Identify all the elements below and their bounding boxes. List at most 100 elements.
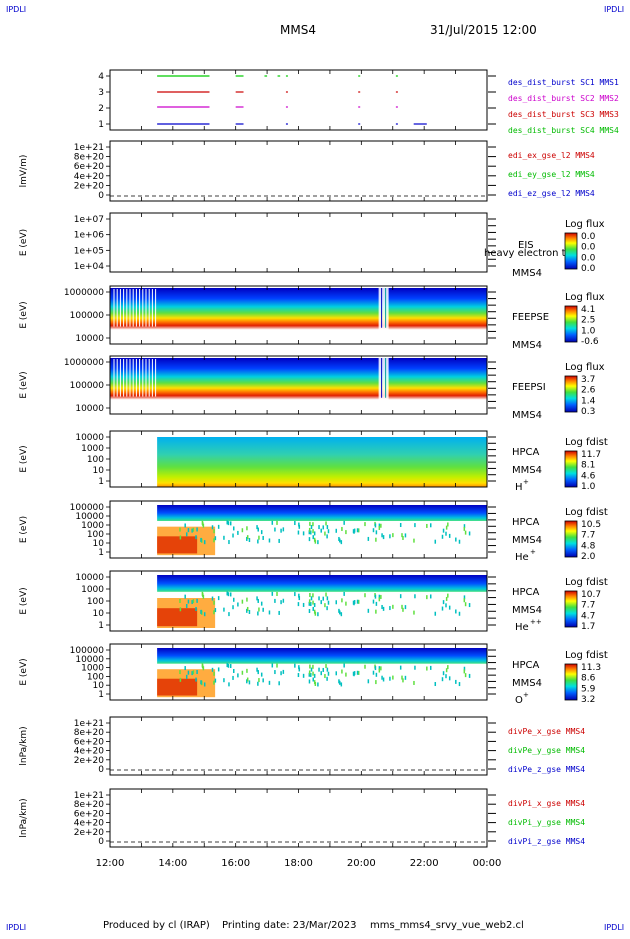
- sparse-data-pixel: [233, 668, 235, 673]
- colorbar-tick-label: 1.7: [581, 622, 595, 632]
- sparse-data-pixel: [434, 611, 437, 616]
- sparse-data-pixel: [312, 522, 314, 527]
- y-tick-label: 1: [98, 120, 104, 130]
- sparse-data-pixel: [378, 594, 381, 599]
- legend-entry: des_dist_burst SC3 MMS3: [508, 110, 619, 119]
- colorbar: [564, 590, 578, 628]
- sparse-data-pixel: [382, 535, 385, 540]
- y-tick-label: 1e+21: [74, 719, 104, 729]
- sparse-data-pixel: [314, 681, 317, 686]
- sparse-data-pixel: [213, 610, 215, 615]
- sparse-data-pixel: [327, 600, 330, 605]
- sparse-data-pixel: [429, 594, 432, 599]
- colorbar-tick-label: 2.5: [581, 316, 595, 326]
- y-tick-label: 8e+20: [74, 153, 105, 163]
- colorbar-tick-label: 4.6: [581, 471, 596, 481]
- sparse-data-pixel: [196, 527, 198, 532]
- colorbar: [564, 520, 578, 558]
- colorbar-tick-label: 1.0: [581, 326, 596, 336]
- sparse-data-pixel: [211, 525, 214, 530]
- y-tick-label: 8e+20: [74, 800, 105, 810]
- sparse-data-pixel: [246, 679, 248, 684]
- sparse-data-pixel: [341, 669, 343, 674]
- y-tick-label: 6e+20: [74, 809, 105, 819]
- sparse-data-pixel: [308, 599, 311, 604]
- sparse-data-pixel: [404, 675, 407, 680]
- sparse-data-pixel: [233, 526, 235, 531]
- sparse-data-pixel: [184, 523, 186, 528]
- sparse-data-pixel: [414, 594, 416, 599]
- sparse-data-pixel: [227, 521, 230, 526]
- sparse-data-pixel: [211, 667, 214, 672]
- sparse-data-pixel: [357, 599, 360, 604]
- sparse-data-pixel: [356, 599, 359, 604]
- sparse-data-pixel: [380, 523, 382, 528]
- sparse-data-pixel: [325, 521, 327, 526]
- sparse-data-pixel: [463, 666, 466, 671]
- legend-entry: edi_ez_gse_l2 MMS4: [508, 189, 595, 198]
- plot-datetime: 31/Jul/2015 12:00: [430, 23, 537, 37]
- sparse-data-pixel: [312, 600, 314, 605]
- y-tick-label: 10000: [75, 334, 104, 344]
- sparse-data-pixel: [402, 607, 404, 612]
- y-tick-label: 1000000: [64, 288, 104, 298]
- colorbar-tick-label: 7.7: [581, 601, 595, 611]
- sparse-data-pixel: [298, 593, 300, 598]
- sparse-data-pixel: [257, 670, 259, 675]
- y-tick-label: 10000: [75, 433, 104, 443]
- panel-frame: [109, 69, 488, 131]
- colorbar-title: Log flux: [565, 219, 605, 230]
- sparse-data-pixel: [367, 679, 370, 684]
- sparse-data-pixel: [324, 531, 326, 536]
- sparse-data-pixel: [257, 527, 259, 532]
- panel-frame: [109, 716, 488, 776]
- sparse-data-pixel: [458, 539, 461, 544]
- colorbar-tick-label: 7.7: [581, 531, 595, 541]
- sparse-data-pixel: [223, 678, 225, 683]
- sparse-data-pixel: [312, 529, 314, 534]
- instrument-name: HPCA: [512, 660, 540, 671]
- sparse-data-pixel: [402, 678, 404, 683]
- sparse-data-pixel: [213, 538, 215, 543]
- y-axis-label: lmV/m): [19, 155, 29, 188]
- sparse-data-pixel: [191, 600, 193, 605]
- sparse-data-pixel: [401, 675, 403, 680]
- sparse-data-pixel: [308, 601, 311, 606]
- ipdli-logo-bottom-left: IPDLI: [6, 923, 26, 932]
- footer-produced-by: Produced by cl (IRAP): [103, 920, 210, 931]
- colorbar-title: Log fdist: [565, 577, 608, 588]
- sparse-data-pixel: [338, 608, 340, 613]
- colorbar-tick-label: 0.0: [581, 264, 596, 274]
- sparse-data-pixel: [260, 601, 263, 606]
- sparse-data-pixel: [382, 606, 385, 611]
- instrument-spacecraft: MMS4: [512, 465, 542, 476]
- colorbar-title: Log fdist: [565, 507, 608, 518]
- sparse-data-pixel: [310, 602, 312, 607]
- sparse-data-pixel: [335, 528, 338, 533]
- sparse-data-pixel: [185, 532, 188, 537]
- sparse-data-pixel: [297, 673, 300, 678]
- y-tick-label: 1000: [81, 664, 104, 674]
- sparse-data-pixel: [226, 591, 228, 596]
- sparse-data-pixel: [195, 535, 197, 540]
- sparse-data-pixel: [229, 592, 232, 597]
- species-charge: +: [530, 548, 536, 556]
- sparse-data-pixel: [392, 675, 394, 680]
- y-tick-label: 1: [98, 548, 104, 558]
- sparse-data-pixel: [326, 667, 329, 672]
- y-tick-label: 1000: [81, 444, 104, 454]
- sparse-data-pixel: [280, 528, 282, 533]
- sparse-data-pixel: [468, 673, 471, 678]
- sparse-data-pixel: [185, 674, 188, 679]
- panel-frame: [109, 788, 488, 848]
- sparse-data-pixel: [246, 536, 248, 541]
- legend-entry: divPi_x_gse MMS4: [508, 799, 585, 808]
- sparse-data-pixel: [458, 611, 461, 616]
- sparse-data-pixel: [257, 539, 259, 544]
- sparse-data-pixel: [389, 534, 391, 539]
- sparse-data-pixel: [268, 680, 271, 685]
- instrument-spacecraft: MMS4: [512, 340, 542, 351]
- sparse-data-pixel: [335, 600, 338, 605]
- sparse-data-pixel: [258, 678, 260, 683]
